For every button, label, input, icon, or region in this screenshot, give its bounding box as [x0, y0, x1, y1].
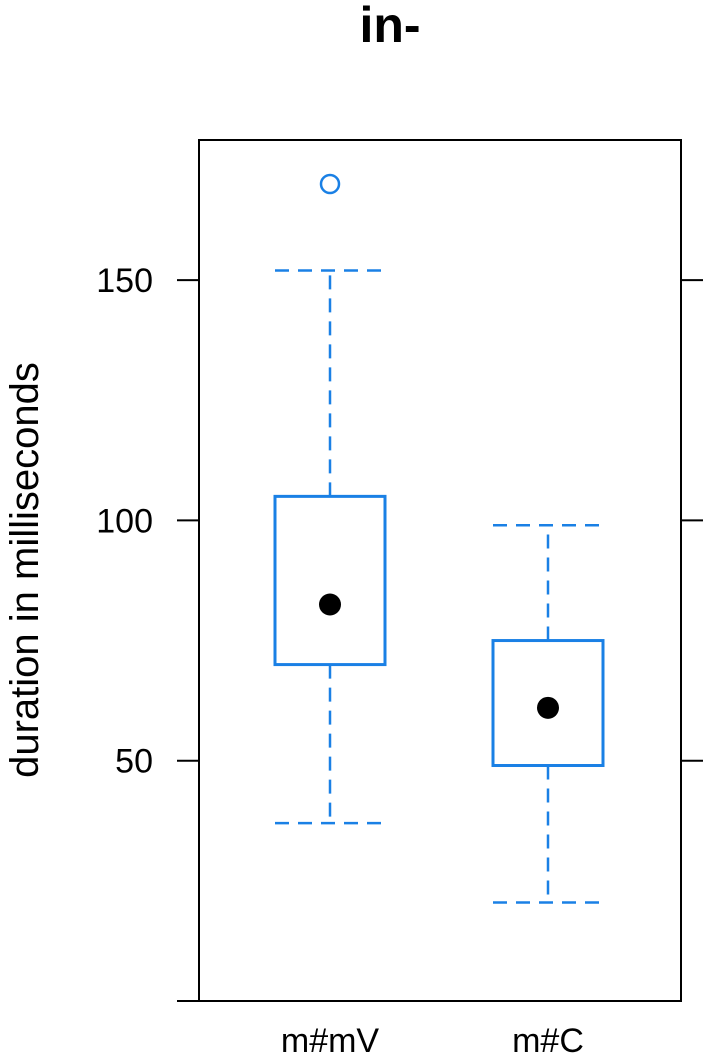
x-tick-label-2: m#C [512, 1022, 584, 1057]
y-axis-label: duration in milliseconds [3, 362, 47, 778]
x-axis-labels: m#mV m#C [281, 1022, 584, 1057]
chart-title: in- [359, 0, 420, 53]
median-dot [319, 593, 341, 616]
median-dot [537, 696, 559, 719]
boxes-group [273, 173, 605, 904]
box-2 [491, 523, 605, 904]
interquartile-box [273, 494, 387, 667]
outlier-point [319, 173, 341, 195]
y-tick-label-100: 100 [96, 502, 153, 540]
x-tick-label-1: m#mV [281, 1022, 380, 1057]
interquartile-box [491, 639, 605, 768]
plot-frame [198, 139, 682, 1002]
box-1 [273, 173, 387, 825]
y-tick-label-150: 150 [96, 262, 153, 300]
y-tick-label-50: 50 [115, 743, 153, 781]
y-axis-ticks: 50 100 150 [96, 262, 703, 1002]
